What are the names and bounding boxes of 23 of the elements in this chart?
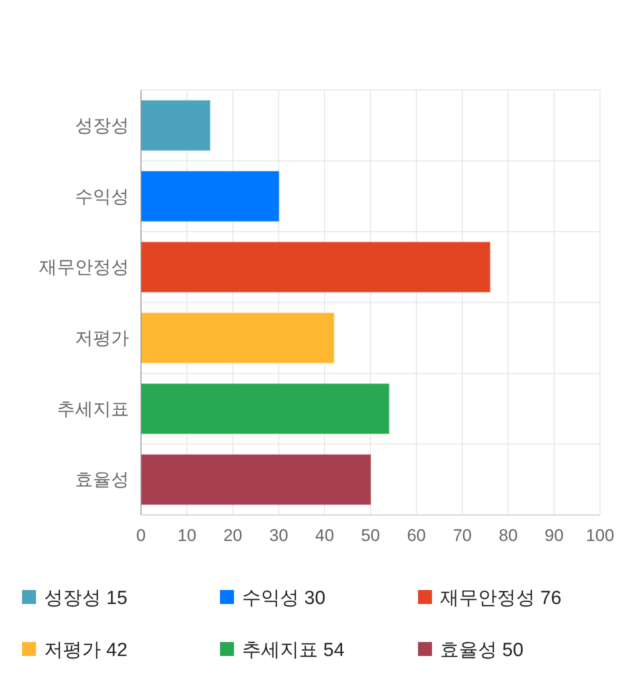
x-tick-label: 30: [269, 526, 288, 545]
legend-label: 효율성 50: [440, 640, 524, 661]
y-tick-label: 효율성: [75, 470, 129, 490]
y-tick-label: 성장성: [75, 115, 129, 136]
x-tick-label: 80: [498, 526, 518, 545]
x-tick-label: 10: [177, 526, 196, 545]
x-tick-label: 0: [136, 526, 146, 545]
y-tick-label: 추세지표: [57, 398, 129, 419]
x-tick-label: 70: [452, 526, 472, 545]
x-tick-label: 100: [586, 526, 614, 545]
y-tick-label: 재무안정성: [39, 257, 129, 278]
legend-label: 추세지표 54: [242, 640, 345, 661]
legend-label: 성장성 15: [44, 588, 128, 609]
x-tick-label: 50: [361, 526, 380, 545]
y-tick-label: 수익성: [75, 186, 129, 206]
legend-label: 재무안정성 76: [440, 588, 562, 609]
legend-label: 저평가 42: [44, 640, 128, 661]
x-tick-label: 90: [544, 526, 564, 545]
y-tick-label: 저평가: [75, 328, 129, 348]
x-tick-label: 20: [223, 526, 242, 545]
legend-label: 수익성 30: [242, 588, 326, 609]
x-tick-label: 40: [315, 526, 334, 545]
x-tick-label: 60: [406, 526, 426, 545]
